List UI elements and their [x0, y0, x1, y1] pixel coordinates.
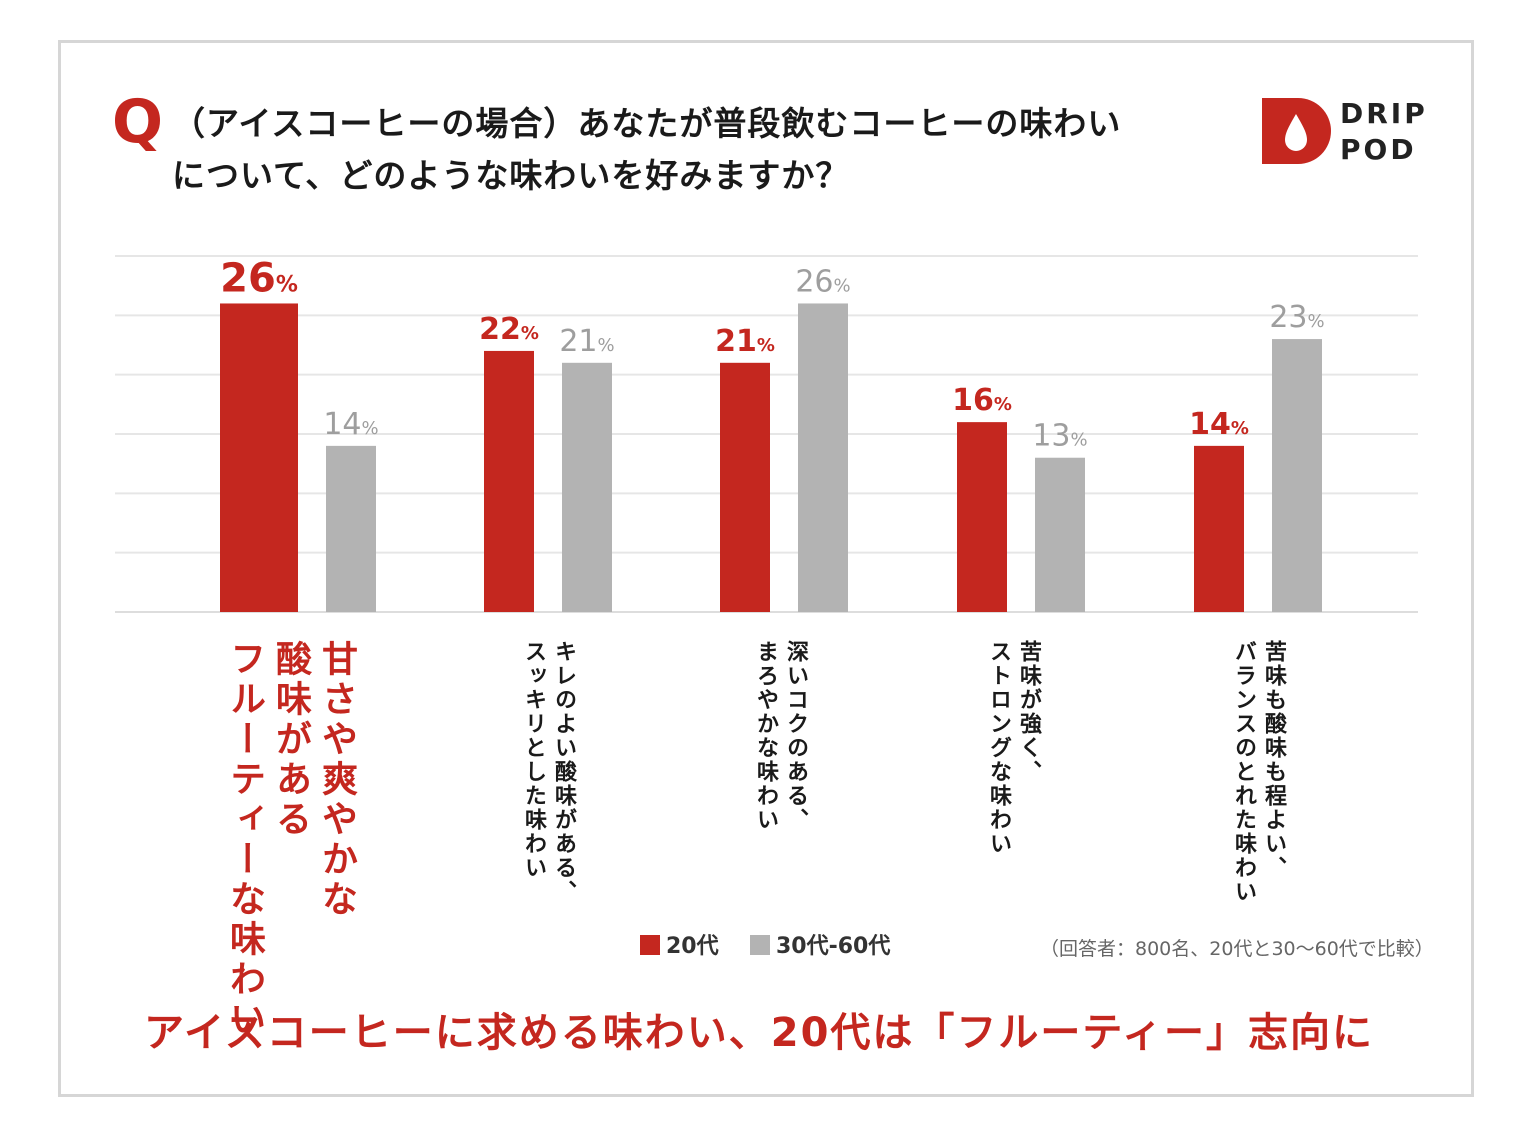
respondent-note: （回答者：800名、20代と30〜60代で比較） — [1040, 938, 1434, 960]
headline: アイスコーヒーに求める味わい、20代は「フルーティー」志向に — [143, 1010, 1375, 1056]
legend-item-20s: 20代 — [640, 928, 719, 960]
bar-30s-60s-cat4 — [1035, 457, 1085, 612]
logo-line-2: POD — [1340, 133, 1417, 166]
value-label-30s-60s-cat2: 21% — [559, 324, 614, 359]
value-label-20s-cat4: 16% — [952, 383, 1012, 418]
value-label-30s-60s-cat4: 13% — [1032, 419, 1087, 454]
legend-swatch-20s — [640, 935, 660, 955]
legend-label-30s-60s: 30代-60代 — [776, 934, 891, 959]
value-label-20s-cat1: 26% — [220, 255, 298, 301]
category-label-4: 苦味が強く、 ストロングな味わい — [986, 640, 1041, 856]
category-label-1: 甘さや爽やかな 酸味がある フルーティーな味わい — [224, 640, 357, 1040]
bar-20s-cat3 — [720, 362, 770, 612]
bar-30s-60s-cat3 — [798, 303, 848, 612]
bar-30s-60s-cat2 — [562, 362, 612, 612]
value-label-20s-cat3: 21% — [715, 324, 775, 359]
logo-line-1: DRIP — [1340, 97, 1428, 130]
logo-text: DRIP POD — [1340, 96, 1428, 168]
legend-label-20s: 20代 — [666, 934, 719, 959]
bar-20s-cat5 — [1194, 445, 1244, 612]
value-label-30s-60s-cat5: 23% — [1269, 300, 1324, 335]
question-text: （アイスコーヒーの場合）あなたが普段飲むコーヒーの味わい について、どのような味… — [172, 98, 1172, 202]
bar-20s-cat4 — [957, 422, 1007, 612]
category-label-3: 深いコクのある、 まろやかな味わい — [753, 640, 808, 832]
value-label-20s-cat2: 22% — [479, 312, 539, 347]
drip-pod-logo-icon — [1262, 98, 1331, 164]
value-label-30s-60s-cat3: 26% — [795, 264, 850, 299]
bar-20s-cat1 — [220, 303, 298, 612]
value-label-30s-60s-cat1: 14% — [323, 407, 378, 442]
question-line-1: （アイスコーヒーの場合）あなたが普段飲むコーヒーの味わい — [172, 104, 1122, 143]
bar-20s-cat2 — [484, 350, 534, 612]
legend-item-30s-60s: 30代-60代 — [750, 928, 890, 960]
bar-30s-60s-cat5 — [1272, 339, 1322, 612]
category-label-5: 苦味も酸味も程よい、 バランスのとれた味わい — [1231, 640, 1286, 904]
question-mark: Q — [112, 87, 164, 157]
bar-30s-60s-cat1 — [326, 445, 376, 612]
value-label-20s-cat5: 14% — [1189, 407, 1249, 442]
question-line-2: について、どのような味わいを好みますか？ — [172, 156, 850, 195]
category-label-2: キレのよい酸味がある、 スッキリとした味わい — [521, 640, 576, 904]
legend-swatch-30s-60s — [750, 935, 770, 955]
